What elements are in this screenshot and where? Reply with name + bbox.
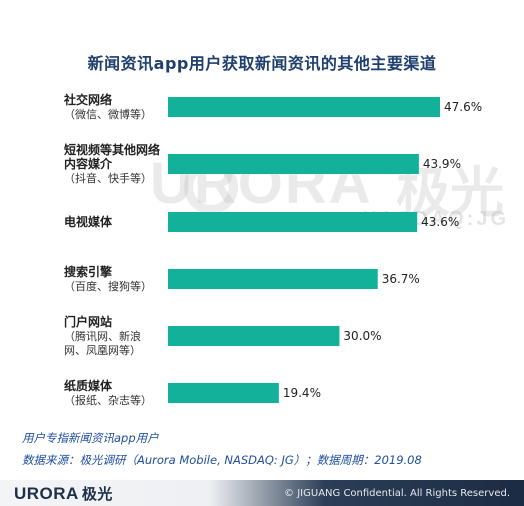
category-label: 门户网站 [64, 314, 112, 329]
bar [168, 383, 279, 403]
footer-bar [0, 480, 524, 506]
category-label: 纸质媒体 [64, 378, 113, 393]
note-data-source: 数据来源：极光调研（Aurora Mobile, NASDAQ: JG）；数据周… [22, 453, 422, 467]
category-label: 内容媒介 [64, 156, 113, 171]
value-label: 47.6% [444, 100, 482, 114]
bar [168, 97, 440, 117]
category-label: 电视媒体 [64, 214, 113, 229]
chart-title: 新闻资讯app用户获取新闻资讯的其他主要渠道 [87, 54, 437, 73]
bar [168, 326, 340, 346]
category-label: 社交网络 [63, 92, 112, 107]
value-label: 30.0% [343, 329, 381, 343]
category-sublabel: （腾讯网、新浪 [64, 329, 141, 343]
value-label: 43.9% [423, 157, 461, 171]
bar [168, 154, 419, 174]
category-sublabel: 网、凤凰网等） [64, 343, 141, 357]
bar-chart: 47.6% 社交网络（微信、微博等） 43.9% 短视频等其他网络内容媒介（抖音、快手… [63, 92, 482, 407]
footer-logo: URORA 极光 [14, 483, 113, 504]
category-sublabel: （百度、搜狗等） [64, 279, 152, 293]
note-user-definition: 用户专指新闻资讯app用户 [22, 431, 159, 445]
category-label: 短视频等其他网络 [64, 142, 160, 157]
footer-logo-text: URORA [14, 484, 79, 503]
bar [168, 212, 418, 232]
category-label: 搜索引擎 [64, 264, 112, 279]
value-label: 43.6% [421, 215, 459, 229]
category-sublabel: （报纸、杂志等） [64, 393, 152, 407]
bar [168, 269, 378, 289]
category-sublabel: （微信、微博等） [64, 107, 152, 121]
footer-logo-cn: 极光 [81, 486, 113, 503]
value-label: 19.4% [283, 386, 321, 400]
footer-copyright: © JIGUANG Confidential. All Rights Reser… [284, 488, 510, 499]
category-sublabel: （抖音、快手等） [64, 171, 152, 185]
value-label: 36.7% [382, 272, 420, 286]
